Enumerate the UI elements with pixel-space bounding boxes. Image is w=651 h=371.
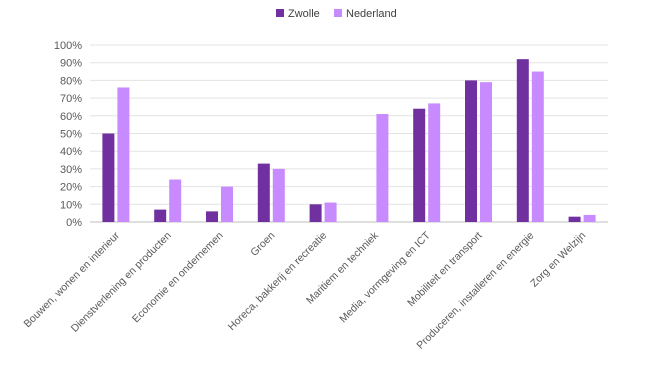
category-label: Horeca, bakkerij en recreatie [226,230,330,334]
bar-nederland-2 [169,179,182,222]
bar-nederland-3 [221,186,233,222]
category-label: Produceren, installeren en energie [414,230,536,352]
legend-item-zwolle: Zwolle [276,8,320,20]
bar-nederland-9 [531,71,544,222]
category-label: Bouwen, wonen en interieur [21,229,122,330]
y-tick-label: 80% [60,75,82,87]
bar-nederland-10 [583,214,596,222]
legend-label: Nederland [346,8,397,20]
y-tick-label: 40% [60,146,82,158]
bar-nederland-1 [117,87,130,222]
bar-zwolle-5 [309,204,322,222]
category-label: Media, vormgeving en ICT [337,229,433,325]
y-tick-label: 0% [66,217,82,229]
gridlines [90,44,608,223]
y-tick-label: 70% [60,93,82,105]
y-tick-label: 20% [60,182,82,194]
y-tick-label: 100% [54,40,82,52]
x-axis: Bouwen, wonen en interieurDienstverlenin… [21,229,588,352]
bar-nederland-7 [428,103,441,222]
category-label: Economie en ondernemen [130,230,226,326]
legend-item-nederland: Nederland [334,8,397,20]
bar-zwolle-1 [102,133,115,222]
bar-zwolle-8 [465,80,477,223]
category-label: Groen [248,230,277,259]
y-tick-label: 90% [60,58,82,70]
bar-nederland-8 [480,82,492,222]
bar-nederland-4 [272,168,285,222]
bar-zwolle-7 [413,108,426,222]
y-tick-label: 60% [60,111,82,123]
y-tick-label: 50% [60,129,82,141]
bar-zwolle-4 [257,163,270,222]
legend: Zwolle Nederland [276,8,397,20]
bar-nederland-6 [376,114,389,222]
legend-swatch [334,9,342,17]
bar-zwolle-10 [568,216,581,222]
y-axis: 0% 10% 20% 30% 40% 50% 60% 70% 80% 90% 100% [54,40,82,229]
category-label: Zorg en Welzijn [528,230,588,290]
legend-label: Zwolle [288,8,320,20]
y-tick-label: 30% [60,164,82,176]
legend-swatch [276,9,284,17]
bar-nederland-5 [324,202,337,222]
bar-zwolle-2 [154,209,167,222]
y-tick-label: 10% [60,199,82,211]
bars [102,59,596,223]
category-label: Dienstverlening en producten [69,230,174,335]
bar-zwolle-9 [516,59,529,222]
bar-zwolle-3 [206,211,218,222]
